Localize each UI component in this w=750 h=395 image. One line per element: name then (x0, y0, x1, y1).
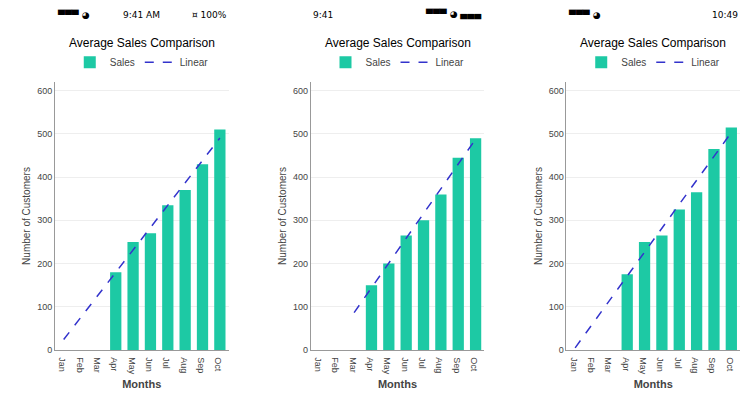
svg-text:9:41: 9:41 (313, 10, 333, 20)
svg-text:500: 500 (293, 129, 308, 139)
svg-text:Oct: Oct (213, 357, 223, 372)
svg-text:0: 0 (303, 345, 308, 355)
svg-text:600: 600 (549, 86, 564, 96)
svg-text:400: 400 (37, 172, 52, 182)
svg-text:Mar: Mar (348, 357, 358, 373)
svg-text:Jan: Jan (313, 357, 323, 372)
svg-text:Jul: Jul (673, 357, 683, 369)
svg-text:300: 300 (37, 215, 52, 225)
svg-text:Sales: Sales (366, 57, 391, 68)
svg-text:Mar: Mar (603, 357, 613, 373)
svg-text:Jan: Jan (569, 357, 579, 372)
svg-text:Apr: Apr (621, 357, 631, 371)
svg-text:200: 200 (37, 259, 52, 269)
svg-text:400: 400 (293, 172, 308, 182)
svg-text:▀▀▀ ◕: ▀▀▀ ◕ (568, 9, 601, 20)
svg-text:Mar: Mar (92, 357, 102, 373)
svg-text:100: 100 (293, 302, 308, 312)
svg-text:Sales: Sales (621, 57, 646, 68)
svg-text:200: 200 (293, 259, 308, 269)
svg-text:Jul: Jul (417, 357, 427, 369)
svg-text:Apr: Apr (365, 357, 375, 371)
svg-text:100: 100 (549, 302, 564, 312)
svg-text:▀▀▀ ◕ ▄▄▄: ▀▀▀ ◕ ▄▄▄ (425, 8, 482, 20)
svg-text:Jun: Jun (400, 357, 410, 372)
svg-text:Number of Customers: Number of Customers (277, 167, 288, 265)
svg-text:0: 0 (47, 345, 52, 355)
svg-text:9:41 AM: 9:41 AM (123, 10, 160, 20)
svg-text:▀▀▀ ◕: ▀▀▀ ◕ (57, 9, 90, 20)
svg-text:¤ 100%: ¤ 100% (192, 10, 227, 20)
svg-text:500: 500 (37, 129, 52, 139)
svg-text:Oct: Oct (725, 357, 735, 372)
svg-text:300: 300 (549, 215, 564, 225)
svg-text:Jul: Jul (161, 357, 171, 369)
svg-text:Sep: Sep (196, 357, 206, 373)
svg-text:Linear: Linear (180, 57, 208, 68)
svg-text:May: May (382, 357, 392, 375)
svg-text:Linear: Linear (436, 57, 464, 68)
svg-text:Linear: Linear (691, 57, 719, 68)
svg-text:Aug: Aug (179, 357, 189, 373)
svg-text:May: May (127, 357, 137, 375)
svg-text:100: 100 (37, 302, 52, 312)
svg-text:Jun: Jun (144, 357, 154, 372)
svg-text:Feb: Feb (330, 357, 340, 373)
svg-text:Sales: Sales (110, 57, 135, 68)
svg-text:Jun: Jun (655, 357, 665, 372)
svg-text:Aug: Aug (690, 357, 700, 373)
svg-text:Average Sales Comparison: Average Sales Comparison (580, 36, 726, 50)
svg-text:300: 300 (293, 215, 308, 225)
svg-text:Average Sales Comparison: Average Sales Comparison (69, 36, 215, 50)
svg-text:500: 500 (549, 129, 564, 139)
svg-text:0: 0 (559, 345, 564, 355)
svg-text:Feb: Feb (75, 357, 85, 373)
svg-text:Months: Months (634, 378, 673, 390)
svg-text:Number of Customers: Number of Customers (533, 167, 544, 265)
svg-text:May: May (638, 357, 648, 375)
svg-text:Months: Months (378, 378, 417, 390)
svg-text:Apr: Apr (109, 357, 119, 371)
svg-text:400: 400 (549, 172, 564, 182)
svg-text:Sep: Sep (452, 357, 462, 373)
svg-text:Months: Months (122, 378, 161, 390)
svg-text:600: 600 (37, 86, 52, 96)
svg-text:Oct: Oct (469, 357, 479, 372)
svg-text:Jan: Jan (57, 357, 67, 372)
svg-text:200: 200 (549, 259, 564, 269)
svg-text:10:49: 10:49 (712, 10, 738, 20)
svg-text:Feb: Feb (586, 357, 596, 373)
svg-text:600: 600 (293, 86, 308, 96)
svg-text:Aug: Aug (434, 357, 444, 373)
svg-text:Number of Customers: Number of Customers (21, 167, 32, 265)
svg-text:Average Sales Comparison: Average Sales Comparison (325, 36, 471, 50)
svg-text:Sep: Sep (707, 357, 717, 373)
